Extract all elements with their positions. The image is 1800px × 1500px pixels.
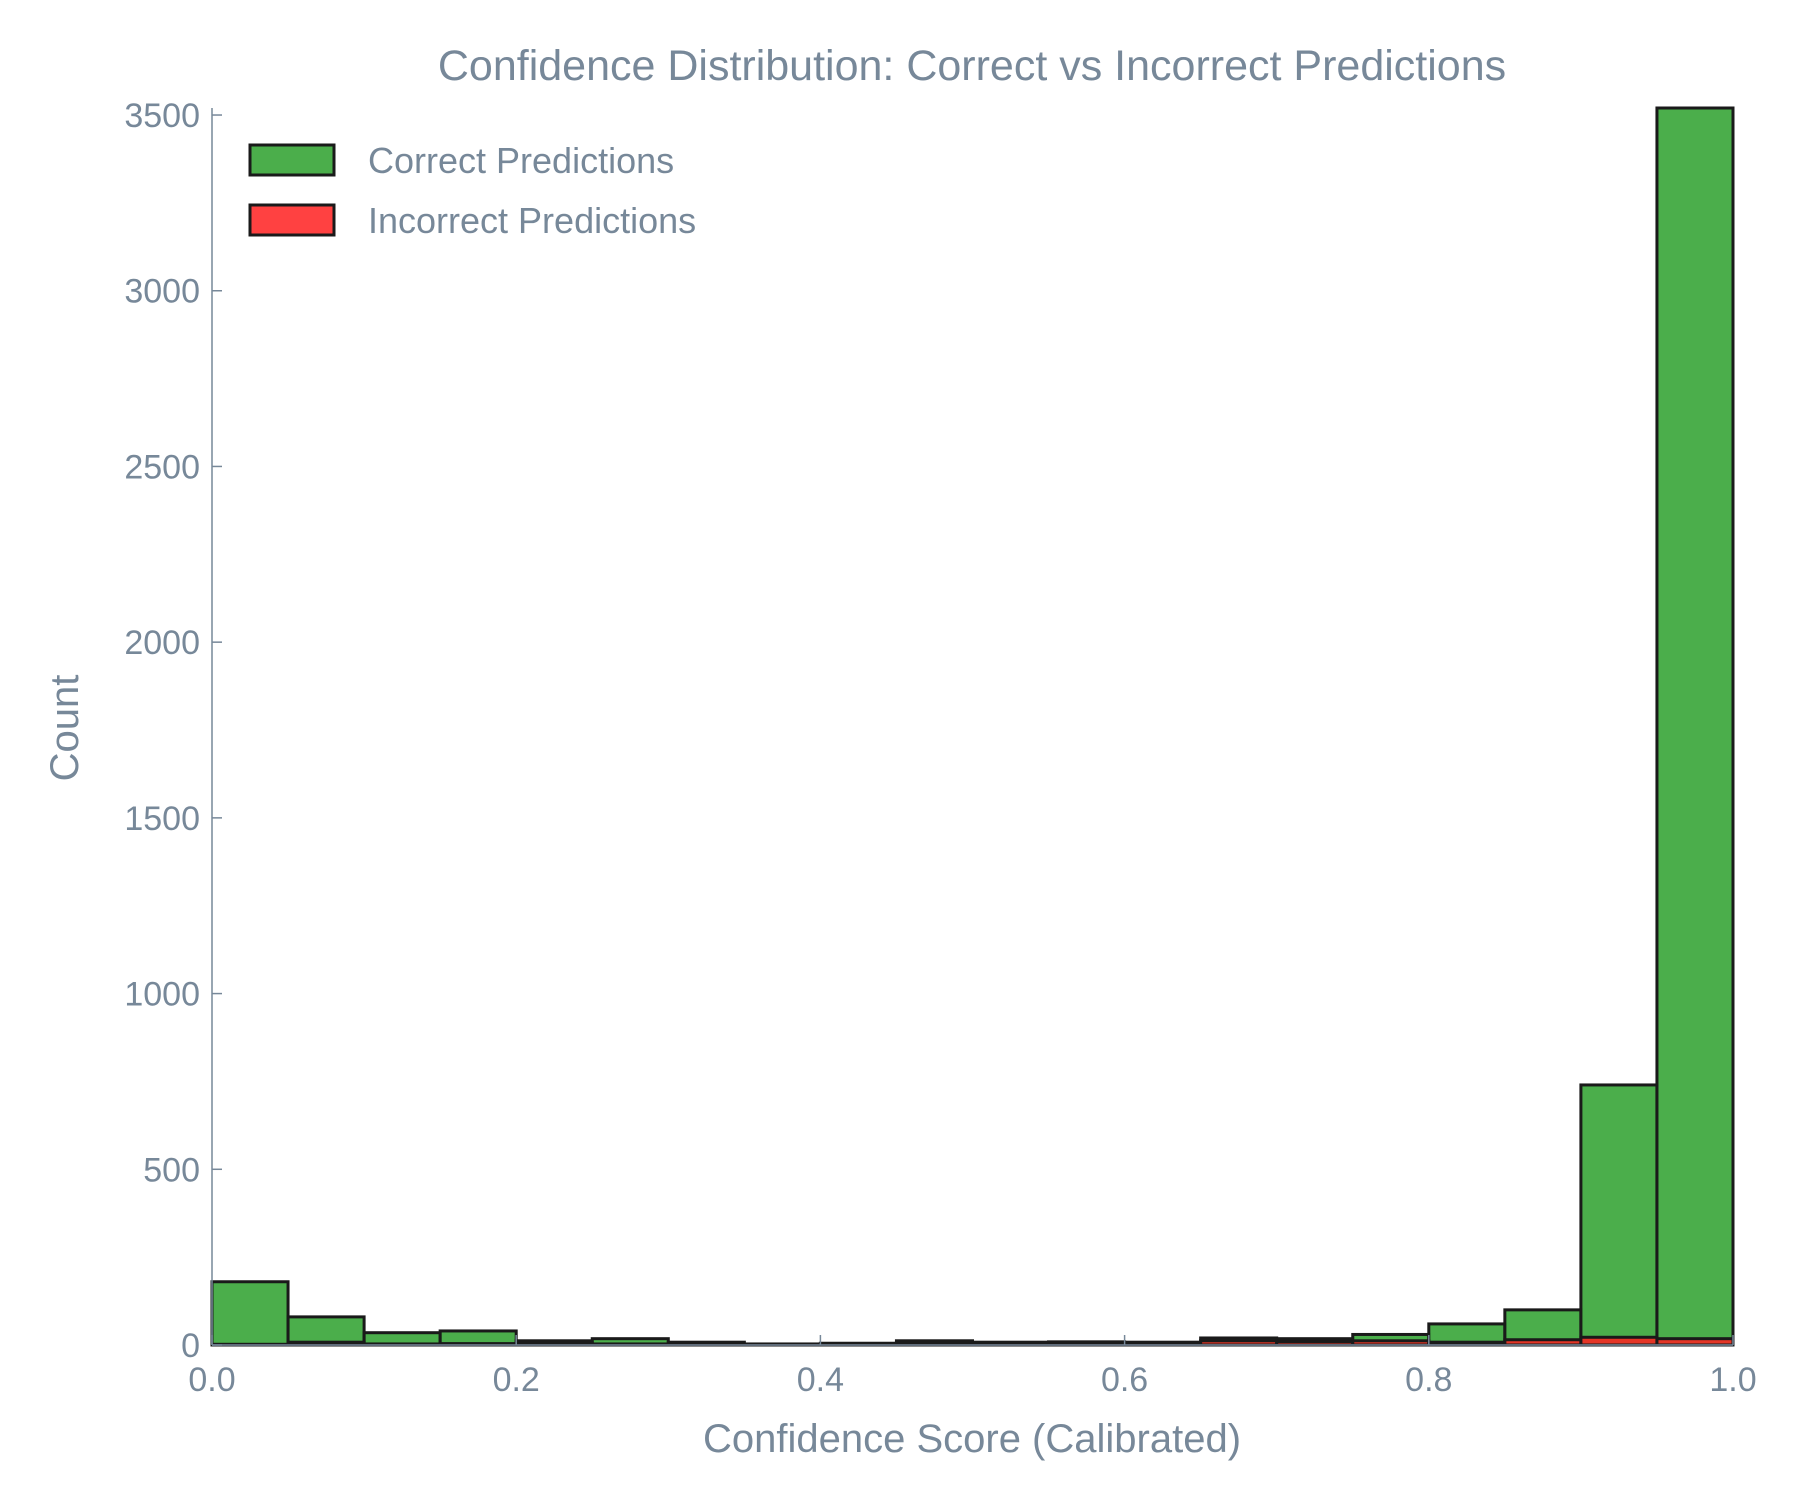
legend: Correct Predictions Incorrect Predictions (248, 140, 696, 241)
x-axis-label: Confidence Score (Calibrated) (703, 1417, 1241, 1461)
y-tick-group: 0 500 1000 1500 2000 2500 3000 3500 (124, 97, 222, 1365)
y-tick-label-6: 3000 (124, 273, 200, 311)
incorrect-bar-19 (1655, 1337, 1735, 1347)
legend-item-correct: Correct Predictions (248, 140, 674, 181)
y-tick-label-1: 500 (143, 1151, 200, 1189)
x-tick-group: 0.0 0.2 0.4 0.6 0.8 1.0 (188, 1335, 1757, 1399)
y-tick-label-5: 2500 (124, 448, 200, 486)
y-tick-label-0: 0 (181, 1327, 200, 1365)
x-tick-label-1: 0.2 (493, 1361, 540, 1399)
x-tick-label-3: 0.6 (1101, 1361, 1148, 1399)
legend-item-incorrect: Incorrect Predictions (248, 200, 696, 241)
axes-group (211, 108, 1733, 1346)
legend-label-incorrect: Incorrect Predictions (368, 200, 696, 241)
legend-label-correct: Correct Predictions (368, 140, 674, 181)
correct-bar-19 (1655, 106, 1735, 1347)
correct-bar-0 (210, 1280, 290, 1347)
y-axis-label: Count (43, 675, 87, 782)
x-tick-label-0: 0.0 (188, 1361, 235, 1399)
x-tick-label-2: 0.4 (797, 1361, 844, 1399)
incorrect-bar-17 (1503, 1338, 1583, 1347)
y-tick-label-7: 3500 (124, 97, 200, 135)
correct-bars-group (210, 106, 1735, 1347)
legend-swatch-incorrect (248, 203, 336, 237)
y-tick-label-2: 1000 (124, 976, 200, 1014)
correct-bar-18 (1579, 1083, 1659, 1347)
legend-swatch-correct (248, 143, 336, 177)
x-tick-label-4: 0.8 (1405, 1361, 1452, 1399)
y-tick-label-4: 2000 (124, 624, 200, 662)
incorrect-bar-18 (1579, 1335, 1659, 1347)
y-tick-label-3: 1500 (124, 800, 200, 838)
x-tick-label-5: 1.0 (1709, 1361, 1756, 1399)
chart-title: Confidence Distribution: Correct vs Inco… (438, 42, 1506, 90)
